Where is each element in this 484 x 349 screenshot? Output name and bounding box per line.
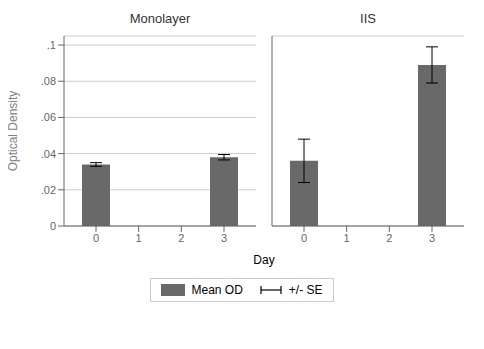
svg-text:3: 3 [429,232,435,244]
svg-text:2: 2 [178,232,184,244]
svg-text:.06: .06 [41,111,56,123]
svg-text:.08: .08 [41,75,56,87]
svg-text:0: 0 [301,232,307,244]
html-text:+/- SE: +/- SE [288,283,323,297]
svg-text:1: 1 [344,232,350,244]
svg-text:.04: .04 [41,148,56,160]
svg-text:0: 0 [50,220,56,232]
svg-text:3: 3 [221,232,227,244]
svg-text:1: 1 [136,232,142,244]
html-text:IIS: IIS [360,11,376,26]
svg-text:.02: .02 [41,184,56,196]
svg-text:0: 0 [93,232,99,244]
svg-text:.1: .1 [47,39,56,51]
svg-text:Optical Density: Optical Density [8,91,20,172]
html-text:Monolayer: Monolayer [129,11,191,26]
html-text:Mean OD: Mean OD [191,283,243,297]
html-text:Day: Day [253,253,275,267]
svg-text:2: 2 [386,232,392,244]
